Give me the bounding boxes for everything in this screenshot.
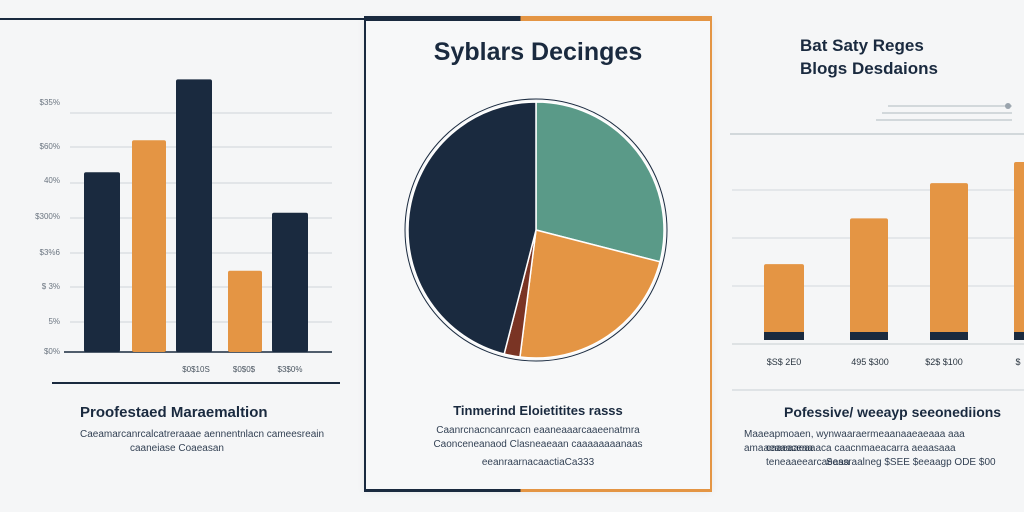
bar <box>84 172 120 352</box>
right-bar-chart-panel: $S$ 2E0 495 $300 $2$ $100 $ Pofessive/ weea… <box>712 0 1024 512</box>
bar <box>272 212 308 352</box>
pie-slice <box>535 101 665 263</box>
bar <box>1014 162 1024 338</box>
pie-chart <box>404 98 668 362</box>
pie-slice <box>519 229 661 359</box>
bar <box>176 79 212 353</box>
pie-caption-line-2: Caonceneanaod Clasneaeaan caaaaaaaanaas <box>433 439 643 450</box>
header-rule-dot <box>1005 103 1011 109</box>
y-tick-label: $ 3% <box>42 282 60 291</box>
x-tick-label: $2$ $100 <box>925 357 963 367</box>
left-chart-underline <box>52 382 340 384</box>
x-tick-label: $ <box>1015 357 1020 367</box>
bar <box>764 264 804 338</box>
bar-base <box>930 332 968 340</box>
top-rule-left <box>0 18 364 20</box>
bar-base <box>764 332 804 340</box>
left-caption-line-1: Caeamarcanrcalcatreraaae aennentnlacn ca… <box>80 429 325 440</box>
pie-caption-line-1: Caanrcnacncanrcacn eaaneaaarcaaeenatmra <box>436 425 640 436</box>
right-bar-chart: $S$ 2E0 495 $300 $2$ $100 $ <box>730 103 1024 367</box>
right-caption-line-3: Sessraalneg $SEE $eeaagp ODE $00 <box>826 457 996 468</box>
pie-caption-title: Tinmerind Eloietitites rasss <box>453 403 623 418</box>
y-tick-label: $300% <box>35 212 60 221</box>
pie-chart-title: Syblars Decinges <box>433 38 643 66</box>
right-chart-title-line: Bat Saty Reges <box>800 36 924 55</box>
bar <box>132 140 166 352</box>
x-tick-label: $0$0$ <box>233 365 256 374</box>
x-tick-label: $3$0% <box>278 365 303 374</box>
y-tick-label: 40% <box>44 176 60 185</box>
x-tick-label: 495 $300 <box>851 357 889 367</box>
bar <box>930 183 968 338</box>
y-tick-label: $35% <box>40 98 60 107</box>
x-tick-label: $0$10S <box>182 365 210 374</box>
bottom-rule-mid <box>364 489 712 492</box>
middle-pie-chart-panel: Tinmerind Eloietitites rasss Caanrcnacnc… <box>364 0 712 512</box>
pie-slice <box>407 101 537 355</box>
right-chart-underline <box>732 389 1024 391</box>
bar-base <box>850 332 888 340</box>
left-caption-title: Proofestaed Maraemaltion <box>80 404 268 421</box>
y-tick-label: $60% <box>40 142 60 151</box>
bar <box>850 218 888 338</box>
left-bar-chart-panel: $35% $60% 40% $300% $3%6 $ 3% 5% $0% $0$10S $0$0$… <box>0 0 364 512</box>
y-tick-label: 5% <box>48 317 60 326</box>
x-tick-label: $S$ 2E0 <box>767 357 802 367</box>
y-tick-label: $0% <box>44 347 60 356</box>
right-chart-title-line: Blogs Desdaions <box>800 59 938 78</box>
left-caption-line-2: caaneiase Coaeasan <box>130 443 224 454</box>
top-rule-mid <box>364 16 712 21</box>
right-caption-line-1: Maaeapmoaen, wynwaaraermeaanaaeaeaaa aaa… <box>744 429 965 454</box>
pie-outline <box>404 98 668 362</box>
y-tick-label: $3%6 <box>40 248 61 257</box>
right-caption-line-2: caaeaaeaaaca caacnmaeacarra aeaasaaa ten… <box>766 443 956 468</box>
bar <box>228 270 262 352</box>
bar-base <box>1014 332 1024 340</box>
left-bar-chart: $35% $60% 40% $300% $3%6 $ 3% 5% $0% $0$10S $0$0$… <box>35 79 332 374</box>
right-caption-title: Pofessive/ weeayp seeonediions <box>784 404 1002 420</box>
pie-caption-line-3: eeanraarnacaactiaCa333 <box>481 457 595 468</box>
right-chart-title: Bat Saty Reges Blogs Desdaions <box>800 34 938 80</box>
